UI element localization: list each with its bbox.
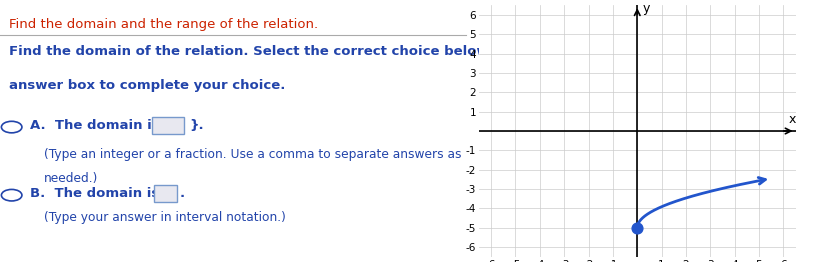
Text: .: . <box>180 187 185 200</box>
Text: A.  The domain is {: A. The domain is { <box>30 119 174 132</box>
Text: }.: }. <box>189 119 203 132</box>
Text: (Type your answer in interval notation.): (Type your answer in interval notation.) <box>44 211 287 224</box>
Text: (Type an integer or a fraction. Use a comma to separate answers as: (Type an integer or a fraction. Use a co… <box>44 148 461 161</box>
Text: answer box to complete your choice.: answer box to complete your choice. <box>9 79 286 92</box>
Text: Find the domain of the relation. Select the correct choice below and fill in the: Find the domain of the relation. Select … <box>9 45 594 58</box>
Text: Find the domain and the range of the relation.: Find the domain and the range of the rel… <box>9 18 318 31</box>
Text: y: y <box>642 2 650 15</box>
Text: x: x <box>788 113 796 126</box>
Point <box>631 226 644 230</box>
Text: needed.): needed.) <box>44 172 98 185</box>
Text: B.  The domain is: B. The domain is <box>30 187 160 200</box>
